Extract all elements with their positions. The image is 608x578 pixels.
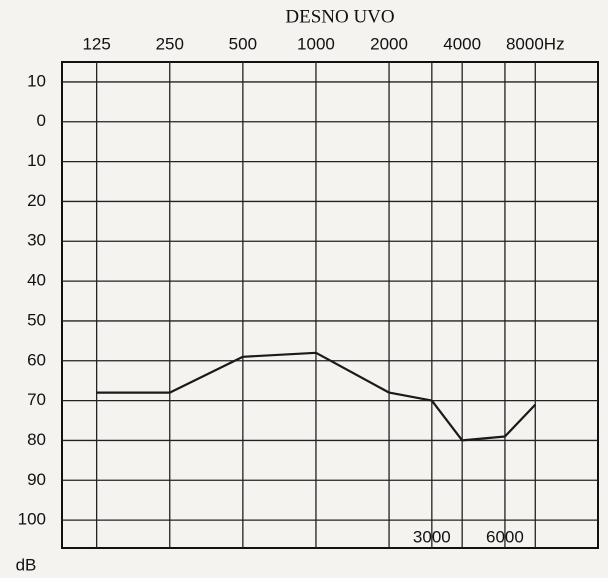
x-tick-label: 2000: [370, 34, 408, 53]
chart-title: DESNO UVO: [285, 6, 394, 27]
y-tick-label: 10: [27, 151, 46, 170]
y-tick-label: 70: [27, 390, 46, 409]
y-tick-label: 40: [27, 271, 46, 290]
plot-frame: [61, 61, 599, 549]
y-tick-label: 80: [27, 430, 46, 449]
y-tick-label: 100: [18, 510, 46, 529]
y-tick-label: 10: [27, 71, 46, 90]
x-tick-label: 250: [156, 34, 184, 53]
y-axis-label: dB: [16, 555, 37, 574]
hearing-curve: [96, 351, 537, 442]
x-tick-label: 1000: [297, 34, 335, 53]
y-tick-label: 60: [27, 350, 46, 369]
x-tick-label: 8000Hz: [506, 34, 565, 53]
x-tick-label: 500: [229, 34, 257, 53]
x-tick-label: 4000: [443, 34, 481, 53]
y-tick-label: 30: [27, 231, 46, 250]
x-tick-label: 125: [82, 34, 110, 53]
y-tick-label: 20: [27, 191, 46, 210]
y-tick-label: 50: [27, 310, 46, 329]
y-tick-label: 0: [37, 111, 46, 130]
y-tick-label: 90: [27, 470, 46, 489]
